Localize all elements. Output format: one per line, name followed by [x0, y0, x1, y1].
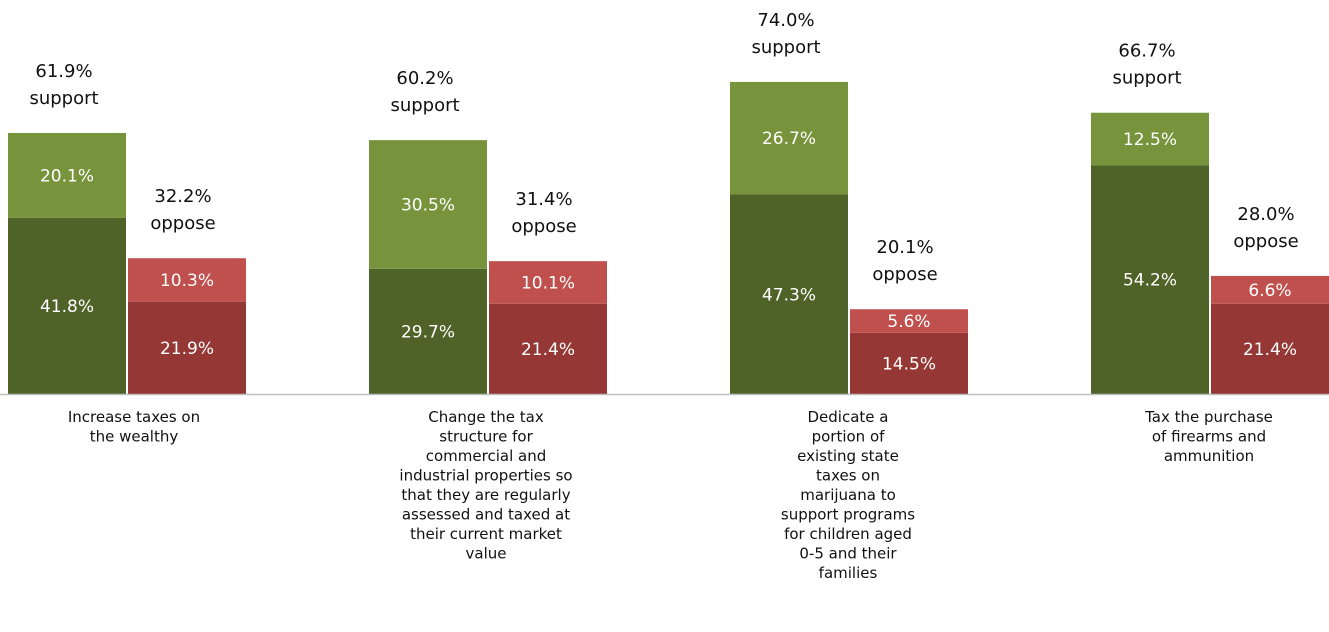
- support-bar-segment-1: [1091, 165, 1209, 394]
- oppose-total-percent-label: 28.0%: [1237, 204, 1294, 225]
- oppose-bar-segment-2: [489, 261, 607, 304]
- support-segment-value-label: 29.7%: [401, 322, 455, 342]
- category-label-line: their current market: [410, 525, 562, 543]
- oppose-segment-value-label: 5.6%: [887, 312, 930, 332]
- support-segment-value-label: 41.8%: [40, 297, 94, 317]
- support-total-percent-label: 61.9%: [35, 61, 92, 82]
- oppose-segment-value-label: 14.5%: [882, 354, 936, 374]
- support-total-word-label: support: [390, 95, 459, 116]
- category-label-line: assessed and taxed at: [402, 506, 570, 524]
- category-label-line: families: [819, 564, 878, 582]
- support-total-percent-label: 60.2%: [396, 68, 453, 89]
- oppose-bar-segment-2: [850, 309, 968, 333]
- support-bar-segment-2: [369, 140, 487, 269]
- support-segment-value-label: 20.1%: [40, 166, 94, 186]
- oppose-total-percent-label: 31.4%: [515, 189, 572, 210]
- support-bar-segment-2: [730, 81, 848, 195]
- category-label-line: marijuana to: [800, 486, 896, 504]
- category-label-line: 0-5 and their: [799, 545, 897, 563]
- category-label-line: commercial and: [426, 447, 546, 465]
- oppose-segment-value-label: 21.4%: [521, 340, 575, 360]
- oppose-segment-value-label: 10.1%: [521, 273, 575, 293]
- category-label-line: industrial properties so: [399, 467, 572, 485]
- category-label-line: Increase taxes on: [68, 408, 200, 426]
- support-segment-value-label: 26.7%: [762, 129, 816, 149]
- oppose-bar-segment-1: [128, 301, 246, 394]
- oppose-segment-value-label: 21.4%: [1243, 340, 1297, 360]
- oppose-total-word-label: oppose: [511, 216, 576, 237]
- support-segment-value-label: 47.3%: [762, 285, 816, 305]
- oppose-total-percent-label: 20.1%: [876, 237, 933, 258]
- oppose-total-word-label: oppose: [150, 213, 215, 234]
- support-total-word-label: support: [1112, 68, 1181, 89]
- oppose-bar-segment-1: [489, 303, 607, 394]
- category-label-line: Tax the purchase: [1144, 408, 1273, 426]
- support-bar-segment-1: [730, 194, 848, 394]
- oppose-segment-value-label: 10.3%: [160, 271, 214, 291]
- support-bar-segment-2: [1091, 112, 1209, 166]
- support-segment-value-label: 12.5%: [1123, 130, 1177, 150]
- oppose-bar-segment-1: [1211, 303, 1329, 394]
- oppose-total-word-label: oppose: [1233, 231, 1298, 252]
- support-segment-value-label: 54.2%: [1123, 271, 1177, 291]
- category-label-line: structure for: [439, 428, 533, 446]
- category-label-line: portion of: [812, 428, 886, 446]
- oppose-bar-segment-2: [128, 258, 246, 302]
- oppose-bar-segment-2: [1211, 275, 1329, 304]
- oppose-segment-value-label: 21.9%: [160, 339, 214, 359]
- support-total-word-label: support: [29, 88, 98, 109]
- support-bar-segment-2: [8, 132, 126, 218]
- category-label-line: taxes on: [816, 467, 880, 485]
- category-label-line: that they are regularly: [401, 486, 570, 504]
- oppose-segment-value-label: 6.6%: [1248, 281, 1291, 301]
- oppose-bar-segment-1: [850, 332, 968, 394]
- category-label-line: ammunition: [1164, 447, 1254, 465]
- oppose-total-percent-label: 32.2%: [154, 186, 211, 207]
- category-label-line: Dedicate a: [808, 408, 889, 426]
- support-segment-value-label: 30.5%: [401, 195, 455, 215]
- oppose-total-word-label: oppose: [872, 264, 937, 285]
- category-label-line: for children aged: [784, 525, 912, 543]
- support-total-percent-label: 74.0%: [757, 10, 814, 31]
- category-label-line: of firearms and: [1152, 428, 1266, 446]
- support-bar-segment-1: [8, 217, 126, 394]
- category-label-line: the wealthy: [90, 428, 179, 446]
- category-label-line: existing state: [797, 447, 899, 465]
- category-label-line: value: [466, 545, 507, 563]
- support-total-word-label: support: [751, 37, 820, 58]
- support-bar-segment-1: [369, 268, 487, 394]
- category-label-line: Change the tax: [428, 408, 544, 426]
- category-label-line: support programs: [781, 506, 915, 524]
- support-total-percent-label: 66.7%: [1118, 41, 1175, 62]
